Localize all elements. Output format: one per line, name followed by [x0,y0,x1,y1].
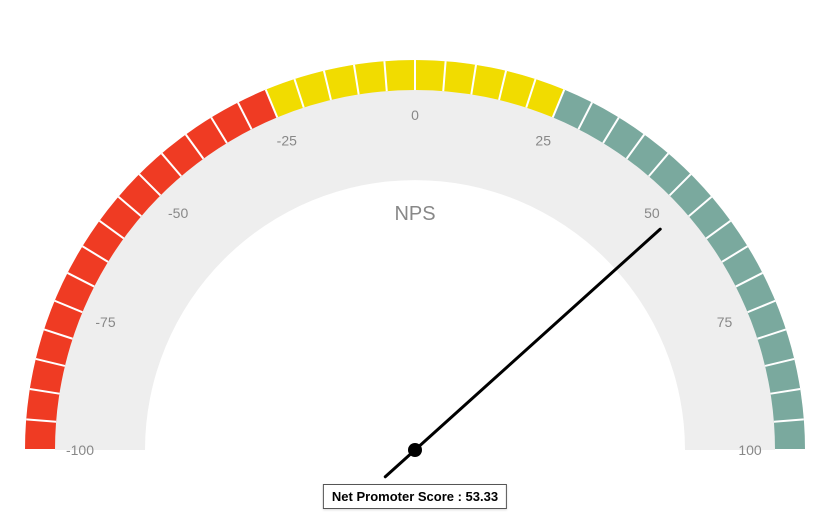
tooltip-value: 53.33 [466,489,499,504]
gauge-tooltip: Net Promoter Score : 53.33 [323,484,507,509]
gauge-axis-label: -50 [168,205,188,221]
gauge-axis-label: 25 [535,133,551,149]
gauge-title: NPS [394,203,435,225]
gauge-axis-label: 100 [738,442,762,458]
gauge-axis-label: -100 [66,442,94,458]
gauge-axis-label: -75 [95,314,115,330]
nps-gauge: -100 -75 -50 -25 0 25 50 75 100 NPS [0,0,830,521]
gauge-axis-label: 0 [411,107,419,123]
gauge-axis-label: 75 [717,314,733,330]
tooltip-prefix: Net Promoter Score : [332,489,466,504]
gauge-axis-label: 50 [644,205,660,221]
gauge-axis-label: -25 [277,133,297,149]
gauge-hub [408,443,422,457]
gauge-needle [385,229,660,477]
